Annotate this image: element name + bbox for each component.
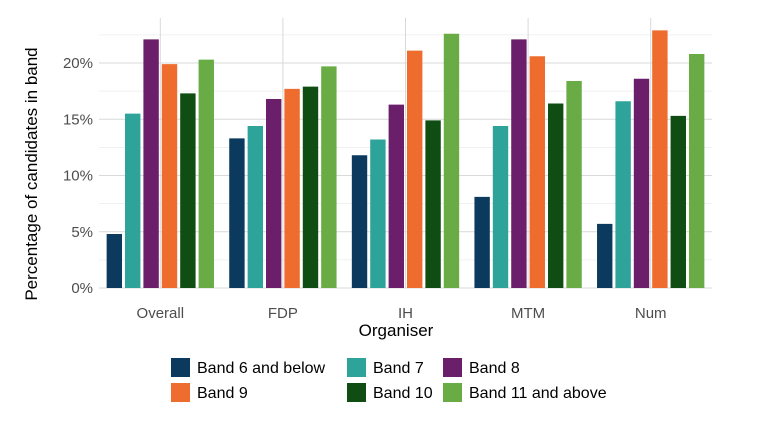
bar	[266, 99, 282, 288]
legend-item: Band 7	[347, 358, 424, 377]
bar	[321, 66, 337, 288]
bar	[370, 139, 386, 288]
bar	[511, 39, 527, 288]
y-tick-label: 10%	[63, 168, 93, 185]
bar	[633, 78, 650, 288]
x-tick-label: MTM	[511, 305, 545, 322]
y-tick-label: 20%	[63, 55, 93, 72]
bar	[302, 86, 319, 288]
legend-label: Band 11 and above	[469, 385, 607, 402]
bar	[351, 155, 368, 288]
bar	[198, 59, 214, 288]
bar	[688, 54, 705, 288]
legend-item: Band 8	[443, 358, 520, 377]
bar	[229, 138, 245, 288]
legend-item: Band 9	[171, 383, 248, 402]
bar	[566, 81, 582, 288]
legend-label: Band 10	[373, 385, 433, 402]
bar	[597, 223, 613, 288]
x-tick-label: FDP	[268, 305, 298, 322]
legend-swatch	[347, 383, 366, 402]
bar	[106, 234, 123, 288]
legend-swatch	[171, 383, 190, 402]
bar	[529, 56, 545, 288]
legend-swatch	[443, 358, 462, 377]
bar	[247, 126, 264, 288]
y-axis-title: Percentage of candidates in band	[22, 47, 41, 300]
y-tick-label: 5%	[71, 224, 93, 241]
y-tick-label: 0%	[71, 280, 93, 297]
bars	[106, 30, 705, 288]
legend: Band 6 and below Band 7 Band 8 Band 9 Band 1…	[171, 358, 607, 402]
bar	[125, 113, 141, 288]
legend-item: Band 6 and below	[171, 358, 326, 377]
x-tick-label: Overall	[137, 305, 185, 322]
x-axis-title: Organiser	[359, 321, 434, 340]
x-tick-label: IH	[398, 305, 413, 322]
bar	[652, 30, 668, 288]
bar	[407, 50, 423, 288]
bar	[161, 64, 178, 288]
bar	[388, 104, 404, 288]
legend-swatch	[171, 358, 190, 377]
bar	[492, 126, 509, 288]
y-tick-label: 15%	[63, 111, 93, 128]
legend-item: Band 11 and above	[443, 383, 607, 402]
bar	[284, 88, 300, 288]
legend-label: Band 6 and below	[197, 360, 326, 377]
bar	[443, 33, 460, 288]
bar	[670, 115, 686, 288]
legend-label: Band 7	[373, 360, 424, 377]
legend-swatch	[443, 383, 462, 402]
x-axis-ticks: Overall FDP IH MTM Num	[137, 305, 667, 322]
bar	[474, 196, 490, 288]
y-axis-ticks: 0% 5% 10% 15% 20%	[63, 55, 93, 297]
x-tick-label: Num	[635, 305, 667, 322]
bar	[615, 101, 631, 288]
bar	[425, 120, 441, 288]
legend-swatch	[347, 358, 366, 377]
legend-label: Band 9	[197, 385, 248, 402]
legend-label: Band 8	[469, 360, 520, 377]
bar	[547, 103, 564, 288]
bar	[180, 93, 196, 288]
bar	[143, 39, 159, 288]
legend-item: Band 10	[347, 383, 433, 402]
